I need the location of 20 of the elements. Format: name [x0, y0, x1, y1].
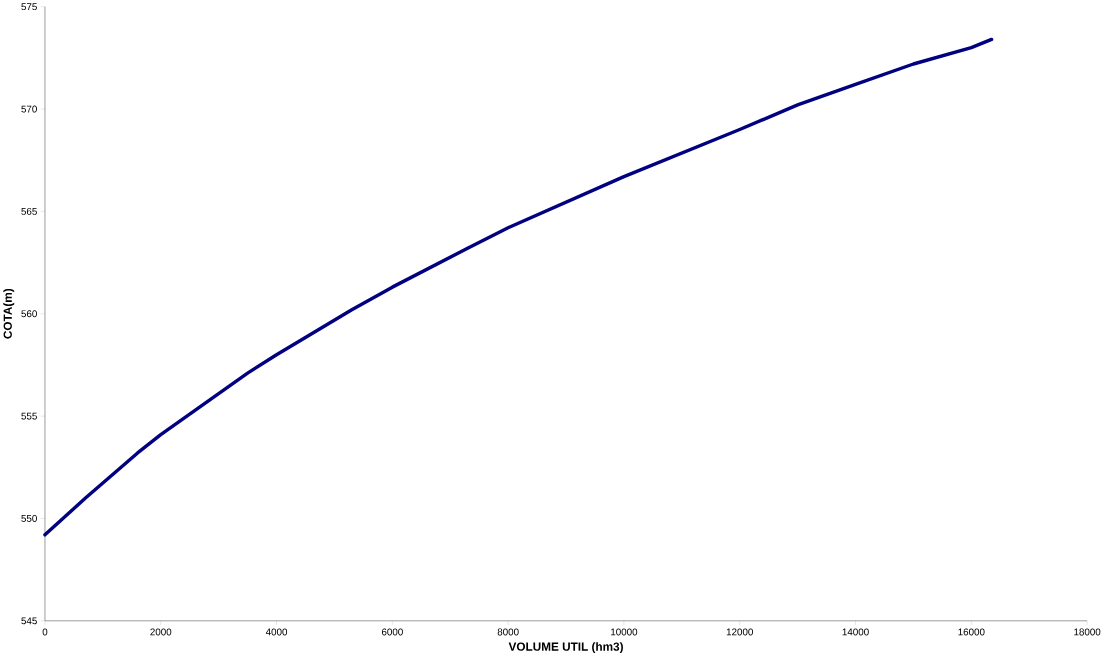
x-tick-label: 10000	[611, 628, 638, 636]
x-tick-label: 12000	[726, 628, 753, 636]
x-tick-label: 2000	[150, 628, 172, 636]
y-axis-title: COTA(m)	[3, 288, 15, 339]
x-tick-label: 8000	[497, 628, 519, 636]
y-tick-label: 555	[21, 412, 37, 420]
x-tick-label: 14000	[842, 628, 869, 636]
x-tick-label: 16000	[958, 628, 985, 636]
line-series	[43, 37, 994, 537]
x-axis-title: VOLUME UTIL (hm3)	[508, 641, 623, 653]
y-tick-label: 545	[21, 617, 37, 625]
x-tick-label: 6000	[381, 628, 403, 636]
y-tick-label: 570	[21, 105, 37, 113]
x-tick-label: 18000	[1074, 628, 1101, 636]
y-tick-label: 575	[21, 3, 37, 10]
y-tick-label: 565	[21, 207, 37, 215]
x-tick-label: 0	[42, 628, 48, 636]
y-tick-label: 550	[21, 514, 37, 522]
y-tick-label: 560	[21, 310, 37, 318]
x-tick-label: 4000	[265, 628, 288, 636]
